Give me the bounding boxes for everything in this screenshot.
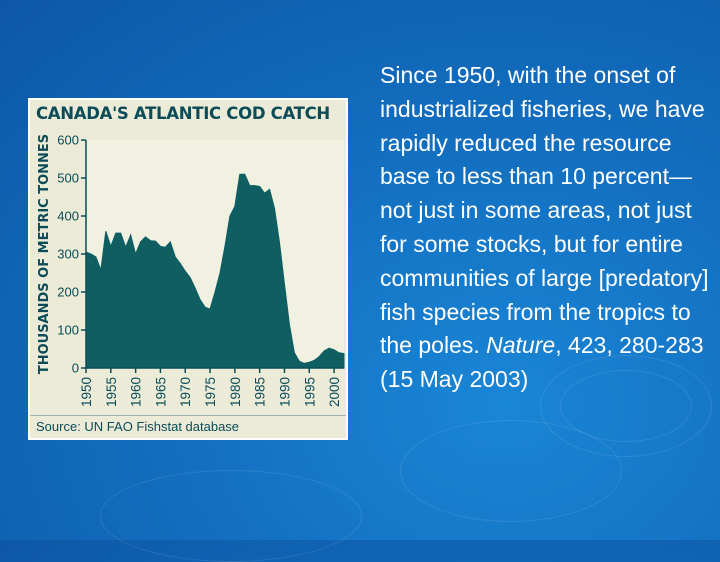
x-tick-label: 1970 bbox=[178, 377, 193, 407]
y-tick-label: 500 bbox=[57, 171, 79, 186]
y-tick-label: 400 bbox=[57, 209, 79, 224]
body-paragraph: Since 1950, with the onset of industrial… bbox=[380, 59, 710, 397]
chart-source: Source: UN FAO Fishstat database bbox=[30, 415, 346, 438]
cod-catch-chart: 0 100 200 300 400 500 600 THOUSANDS OF METRIC T… bbox=[37, 133, 345, 407]
y-tick-label: 100 bbox=[57, 323, 79, 338]
y-axis-title: THOUSANDS OF METRIC TONNES bbox=[37, 134, 52, 374]
x-tick-label: 1960 bbox=[129, 377, 144, 407]
x-tick-label: 1965 bbox=[153, 377, 168, 407]
catch-area-series bbox=[85, 173, 345, 369]
x-tick-label: 1990 bbox=[277, 377, 292, 407]
chart-panel: CANADA'S ATLANTIC COD CATCH 0 100 200 300 40… bbox=[28, 98, 348, 440]
x-tick-label: 1995 bbox=[302, 377, 317, 407]
x-tick-label: 1955 bbox=[104, 377, 119, 407]
x-tick-label: 1980 bbox=[228, 377, 243, 407]
citation-rest: , 423, 280-283 (15 May 2003) bbox=[380, 332, 704, 393]
x-tick-label: 1985 bbox=[253, 377, 268, 407]
x-tick-label: 1975 bbox=[203, 377, 218, 407]
chart-frame: CANADA'S ATLANTIC COD CATCH 0 100 200 300 40… bbox=[30, 100, 346, 438]
x-tick-label: 1950 bbox=[79, 377, 94, 407]
y-tick-label: 200 bbox=[57, 285, 79, 300]
y-tick-label: 300 bbox=[57, 247, 79, 262]
paragraph-main: Since 1950, with the onset of industrial… bbox=[380, 62, 709, 359]
citation-journal: Nature bbox=[486, 332, 556, 359]
chart-title: CANADA'S ATLANTIC COD CATCH bbox=[30, 100, 346, 128]
y-tick-label: 0 bbox=[72, 361, 79, 376]
y-tick-label: 600 bbox=[57, 133, 79, 148]
x-tick-label: 2000 bbox=[327, 377, 342, 407]
